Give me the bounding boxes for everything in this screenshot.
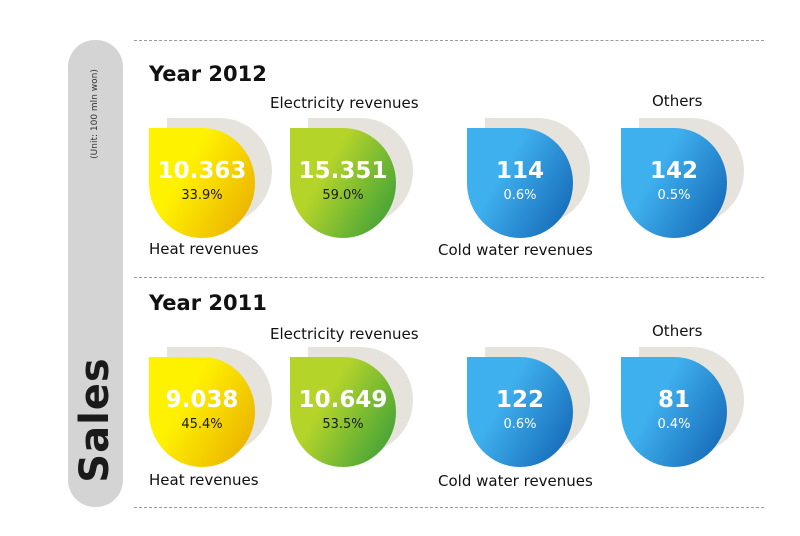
value-label: 10.363 — [157, 158, 247, 184]
cold-water-label: Cold water revenues — [438, 241, 593, 259]
heat-drop-shape — [149, 128, 255, 238]
divider-bottom — [134, 507, 764, 508]
cold-water-drop-shape — [467, 128, 573, 238]
year-title: Year 2012 — [149, 62, 267, 86]
value-label: 15.351 — [298, 158, 388, 184]
year-title: Year 2011 — [149, 291, 267, 315]
others-label: Others — [652, 92, 703, 110]
divider-middle — [134, 277, 764, 278]
heat-drop: 10.363 33.9% — [149, 118, 272, 238]
electricity-drop: 15.351 59.0% — [290, 118, 413, 238]
value-label: 10.649 — [298, 387, 388, 413]
share-label: 0.5% — [657, 188, 691, 203]
sales-title: Sales — [72, 357, 118, 483]
share-label: 33.9% — [181, 188, 223, 203]
others-drop-shape — [621, 128, 727, 238]
share-label: 45.4% — [181, 417, 223, 432]
others-drop-shape — [621, 357, 727, 467]
share-label: 0.6% — [503, 188, 537, 203]
heat-label: Heat revenues — [149, 471, 259, 489]
unit-label: (Unit: 100 mln won) — [90, 69, 100, 159]
heat-drop-shape — [149, 357, 255, 467]
heat-drop: 9.038 45.4% — [149, 347, 272, 467]
others-drop: 142 0.5% — [621, 118, 744, 238]
value-label: 142 — [649, 158, 698, 184]
share-label: 53.5% — [322, 417, 364, 432]
value-label: 122 — [495, 387, 544, 413]
cold-water-drop: 122 0.6% — [467, 347, 590, 467]
value-label: 114 — [495, 158, 544, 184]
heat-label: Heat revenues — [149, 240, 259, 258]
electricity-drop-shape — [290, 128, 396, 238]
cold-water-drop-shape — [467, 357, 573, 467]
cold-water-drop: 114 0.6% — [467, 118, 590, 238]
value-label: 9.038 — [165, 387, 239, 413]
electricity-drop: 10.649 53.5% — [290, 347, 413, 467]
electricity-label: Electricity revenues — [270, 94, 419, 112]
sidebar-panel — [68, 40, 123, 507]
others-drop: 81 0.4% — [621, 347, 744, 467]
share-label: 59.0% — [322, 188, 364, 203]
share-label: 0.4% — [657, 417, 691, 432]
electricity-drop-shape — [290, 357, 396, 467]
cold-water-label: Cold water revenues — [438, 472, 593, 490]
electricity-label: Electricity revenues — [270, 325, 419, 343]
divider-top — [134, 40, 764, 41]
share-label: 0.6% — [503, 417, 537, 432]
value-label: 81 — [657, 387, 690, 413]
others-label: Others — [652, 322, 703, 340]
